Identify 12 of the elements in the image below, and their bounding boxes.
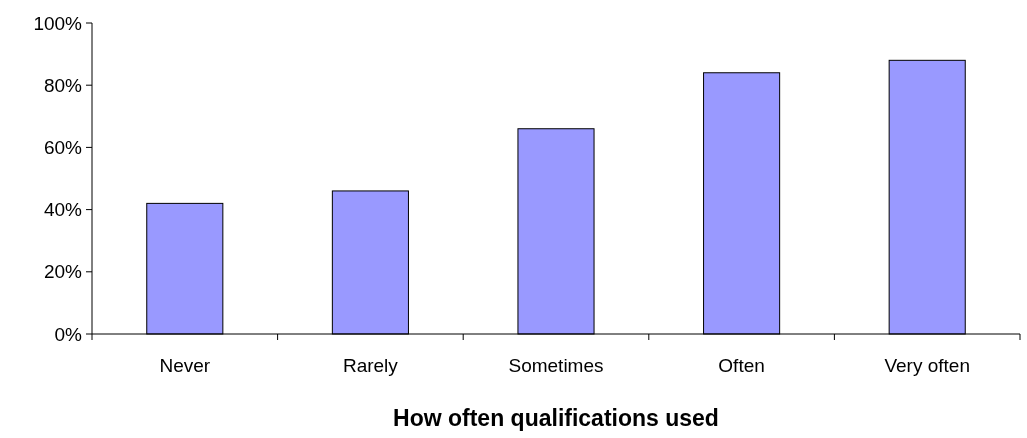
y-tick-label: 20%	[43, 261, 83, 283]
x-tick-label: Often	[718, 355, 765, 376]
x-tick-label: Very often	[884, 355, 970, 376]
x-tick-label: Rarely	[342, 355, 399, 376]
y-tick-label: 60%	[43, 137, 83, 159]
x-tick-label: Never	[159, 355, 211, 376]
y-tick-label: 40%	[43, 199, 83, 221]
y-tick-label: 100%	[33, 12, 83, 34]
x-axis-title: How often qualifications used	[393, 405, 719, 431]
y-tick-label: 80%	[43, 74, 83, 96]
x-tick-label: Sometimes	[508, 355, 604, 376]
y-tick-label: 0%	[54, 323, 83, 345]
